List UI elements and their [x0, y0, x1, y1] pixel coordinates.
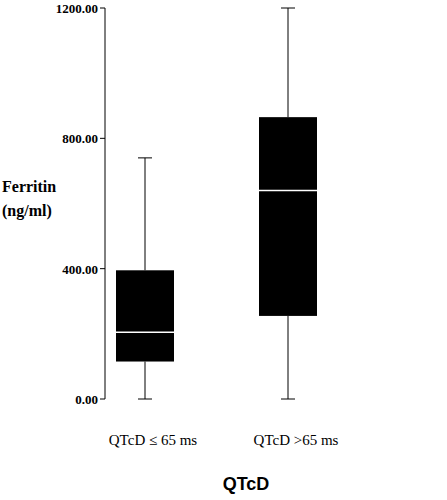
x-axis-label: QTcD: [223, 474, 270, 494]
y-tick-label: 400.00: [62, 262, 98, 277]
x-tick-label: QTcD ≤ 65 ms: [109, 432, 198, 448]
y-tick: [100, 8, 105, 9]
chart-svg: 0.00 400.00 800.00 1200.00 Ferritin (ng/ml) QT…: [0, 0, 447, 500]
median-line: [116, 331, 174, 333]
lower-whisker: [288, 316, 289, 399]
lower-whisker: [145, 362, 146, 399]
y-tick: [100, 268, 105, 269]
min-cap: [281, 399, 295, 400]
x-tick-label: QTcD >65 ms: [254, 432, 339, 448]
y-tick-label: 1200.00: [56, 1, 98, 16]
upper-whisker: [145, 158, 146, 270]
max-cap: [281, 8, 295, 9]
box: [259, 117, 317, 316]
median-line: [259, 190, 317, 192]
y-tick-label: 800.00: [62, 131, 98, 146]
y-axis-line: [105, 8, 106, 399]
chart-container: 0.00 400.00 800.00 1200.00 Ferritin (ng/ml) QT…: [0, 0, 447, 500]
y-tick: [100, 138, 105, 139]
upper-whisker: [288, 8, 289, 117]
min-cap: [138, 399, 152, 400]
max-cap: [138, 157, 152, 158]
y-axis-label: (ng/ml): [2, 202, 52, 220]
y-tick-label: 0.00: [75, 392, 98, 407]
box: [116, 270, 174, 361]
y-axis-label: Ferritin: [2, 178, 56, 195]
y-tick: [100, 399, 105, 400]
boxes: [116, 8, 317, 399]
